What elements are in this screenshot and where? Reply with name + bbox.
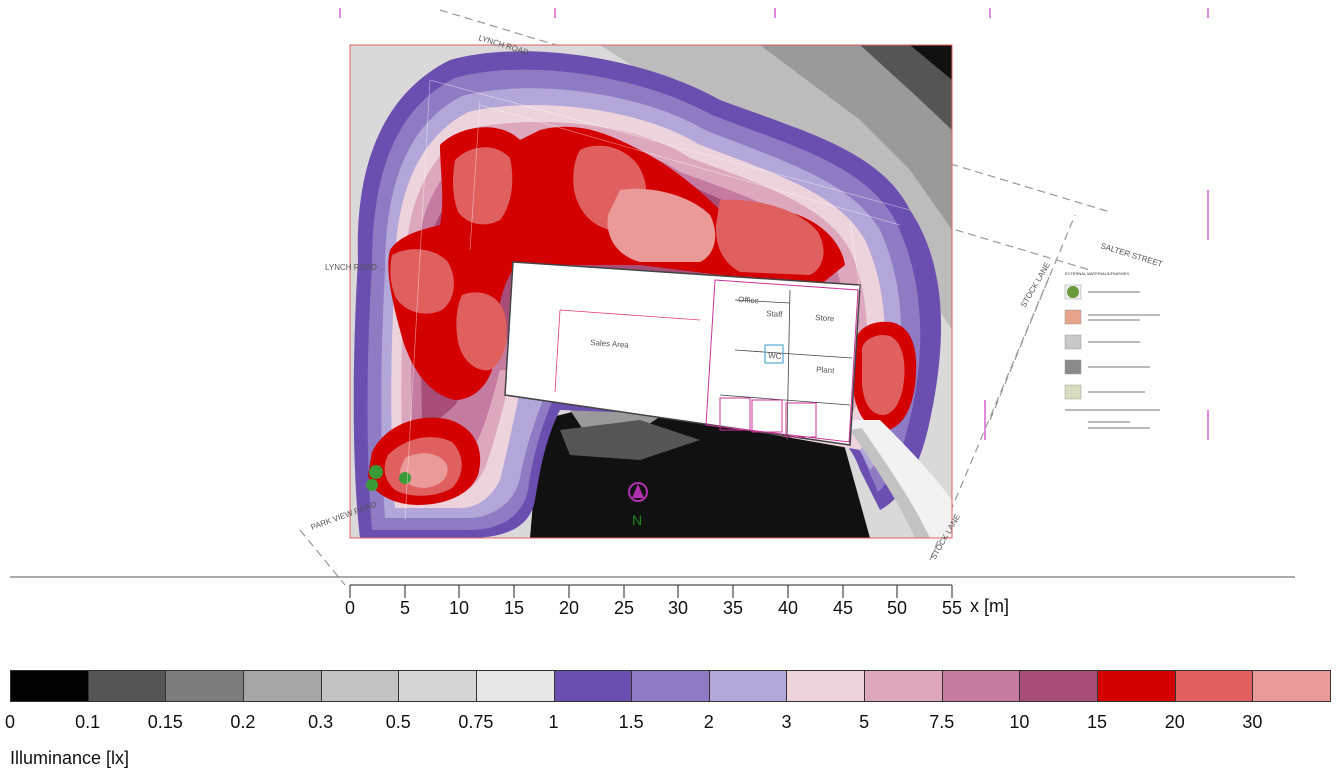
colorbar-tick-label: 0.2	[230, 712, 256, 732]
scale-tick-label: 30	[667, 598, 689, 618]
paving-swatch	[1064, 309, 1082, 325]
room-label-store: Store	[815, 313, 835, 323]
colorbar-swatch	[87, 670, 167, 702]
north-arrow-icon: N	[628, 482, 648, 528]
colorbar-swatch	[941, 670, 1021, 702]
scale-tick-label: 5	[399, 598, 411, 618]
colorbar-tick-label: 3	[781, 712, 792, 732]
colorbar-tick-label: 15	[1087, 712, 1108, 732]
distance-scale-bar	[349, 584, 953, 598]
street-label-lynch-road-left: LYNCH ROAD	[325, 263, 377, 272]
colorbar-tick-label: 0.15	[147, 712, 183, 732]
colorbar-swatch	[1097, 670, 1176, 702]
colorbar-swatch	[631, 670, 710, 702]
street-label-salter-street: SALTER STREET	[1099, 241, 1163, 268]
tree-icon	[1067, 286, 1079, 298]
scale-tick-label: 0	[344, 598, 356, 618]
tree-icon	[399, 472, 411, 484]
colorbar-swatch	[864, 670, 943, 702]
parking-swatch	[1064, 334, 1082, 350]
colorbar-swatch	[320, 670, 400, 702]
street-label-stock-lane: STOCK LANE	[1019, 261, 1052, 309]
colorbar-title: Illuminance [lx]	[10, 748, 130, 768]
svg-text:N: N	[632, 512, 642, 528]
room-label-plant: Plant	[816, 365, 836, 375]
materials-legend: EXTERNAL MATERIALS/FINISHES	[1064, 271, 1160, 429]
colorbar-swatch	[1252, 670, 1331, 702]
scale-tick-label: 35	[722, 598, 744, 618]
colorbar-tick-label: 2	[703, 712, 714, 732]
colorbar-tick-label: 20	[1164, 712, 1185, 732]
colorbar-swatch	[398, 670, 477, 702]
scale-tick-label: 10	[448, 598, 470, 618]
colorbar-swatch	[475, 670, 555, 702]
tree-icon	[369, 465, 383, 479]
colorbar-swatch	[1174, 670, 1254, 702]
colorbar-swatch	[708, 670, 788, 702]
colorbar-tick-label: 1	[548, 712, 559, 732]
hardstanding-swatch	[1064, 384, 1082, 400]
boundary-lines	[299, 9, 1111, 586]
colorbar-swatch	[1019, 670, 1099, 702]
materials-legend-title: EXTERNAL MATERIALS/FINISHES	[1065, 271, 1129, 276]
scale-tick-label: 15	[503, 598, 525, 618]
scale-unit-label: x [m]	[970, 596, 1009, 616]
colorbar-tick-label: 5	[859, 712, 870, 732]
sheet-marks	[339, 8, 1209, 440]
colorbar-tick-label: 0.75	[458, 712, 494, 732]
colorbar-tick-label: 7.5	[929, 712, 955, 732]
scale-tick-label: 25	[613, 598, 635, 618]
site-plan-illuminance-map: N LYNCH ROAD SALTER STREET STOCK LANE ST…	[10, 8, 1295, 598]
room-label-staff: Staff	[766, 309, 784, 319]
colorbar-swatch	[165, 670, 244, 702]
room-label-office: Office	[738, 295, 760, 305]
colorbar-tick-label: 0	[4, 712, 16, 732]
colorbar-tick-label: 1.5	[618, 712, 644, 732]
room-label-wc: WC	[768, 351, 782, 361]
colorbar-swatch	[553, 670, 633, 702]
tarmac-swatch	[1064, 359, 1082, 375]
scale-tick-label: 55	[941, 598, 963, 618]
scale-tick-label: 40	[777, 598, 799, 618]
colorbar-tick-label: 0.1	[75, 712, 101, 732]
colorbar-swatch	[10, 670, 89, 702]
scale-tick-label: 20	[558, 598, 580, 618]
colorbar-tick-label: 0.3	[308, 712, 334, 732]
colorbar-tick-label: 30	[1242, 712, 1263, 732]
scale-tick-label: 50	[886, 598, 908, 618]
colorbar-tick-label: 10	[1009, 712, 1030, 732]
store-building	[504, 261, 861, 446]
room-label-sales-area: Sales Area	[590, 338, 630, 350]
colorbar-swatch	[786, 670, 866, 702]
scale-tick-label: 45	[832, 598, 854, 618]
colorbar-swatch	[242, 670, 322, 702]
colorbar-tick-label: 0.5	[385, 712, 411, 732]
tree-icon	[366, 479, 378, 491]
